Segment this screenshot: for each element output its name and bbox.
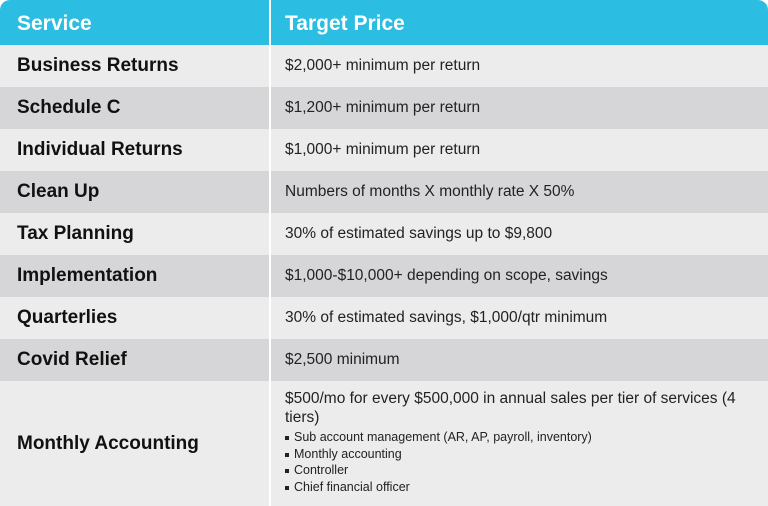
header-divider xyxy=(269,0,271,45)
target-price-details: $500/mo for every $500,000 in annual sal… xyxy=(285,389,760,495)
service-name: Tax Planning xyxy=(17,223,134,244)
target-price: $1,200+ minimum per return xyxy=(285,99,481,116)
target-price: $2,500 minimum xyxy=(285,351,400,368)
list-item: Sub account management (AR, AP, payroll,… xyxy=(285,429,760,446)
service-name: Individual Returns xyxy=(17,139,183,160)
table-row: Business Returns $2,000+ minimum per ret… xyxy=(0,45,768,87)
table-row: Tax Planning 30% of estimated savings up… xyxy=(0,213,768,255)
service-name: Business Returns xyxy=(17,55,179,76)
service-name: Monthly Accounting xyxy=(17,432,199,454)
target-price: 30% of estimated savings, $1,000/qtr min… xyxy=(285,309,608,326)
service-name: Implementation xyxy=(17,265,158,286)
target-price: $1,000+ minimum per return xyxy=(285,141,481,158)
target-price: 30% of estimated savings up to $9,800 xyxy=(285,225,553,242)
header-target-price: Target Price xyxy=(285,12,405,35)
table-row: Individual Returns $1,000+ minimum per r… xyxy=(0,129,768,171)
target-price: $2,000+ minimum per return xyxy=(285,57,481,74)
list-item: Chief financial officer xyxy=(285,479,760,496)
table-row: Implementation $1,000-$10,000+ depending… xyxy=(0,255,768,297)
service-name: Quarterlies xyxy=(17,307,118,328)
table-row: Schedule C $1,200+ minimum per return xyxy=(0,87,768,129)
service-name: Clean Up xyxy=(17,181,100,202)
service-name: Covid Relief xyxy=(17,349,127,370)
list-item: Controller xyxy=(285,462,760,479)
service-tier-list: Sub account management (AR, AP, payroll,… xyxy=(285,429,760,495)
target-price: $1,000-$10,000+ depending on scope, savi… xyxy=(285,267,608,284)
target-price: $500/mo for every $500,000 in annual sal… xyxy=(285,390,736,426)
table-row: Quarterlies 30% of estimated savings, $1… xyxy=(0,297,768,339)
header-service: Service xyxy=(17,12,92,35)
service-name: Schedule C xyxy=(17,97,121,118)
table-row: Monthly Accounting $500/mo for every $50… xyxy=(0,381,768,506)
table-header: Service Target Price xyxy=(0,0,768,45)
table-row: Clean Up Numbers of months X monthly rat… xyxy=(0,171,768,213)
table-row: Covid Relief $2,500 minimum xyxy=(0,339,768,381)
list-item: Monthly accounting xyxy=(285,446,760,463)
target-price: Numbers of months X monthly rate X 50% xyxy=(285,183,575,200)
